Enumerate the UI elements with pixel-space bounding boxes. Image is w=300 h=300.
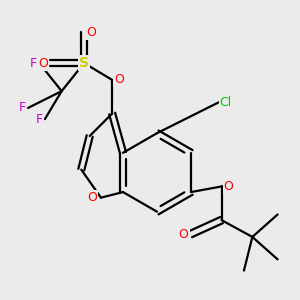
Text: O: O: [88, 191, 98, 204]
Text: O: O: [38, 57, 48, 70]
Text: O: O: [224, 180, 233, 193]
Text: S: S: [79, 56, 89, 70]
Text: O: O: [179, 228, 189, 241]
Text: F: F: [30, 57, 37, 70]
Text: Cl: Cl: [220, 96, 232, 109]
Text: F: F: [19, 101, 26, 114]
Text: F: F: [36, 113, 43, 126]
Text: O: O: [86, 26, 96, 39]
Text: O: O: [114, 74, 124, 86]
